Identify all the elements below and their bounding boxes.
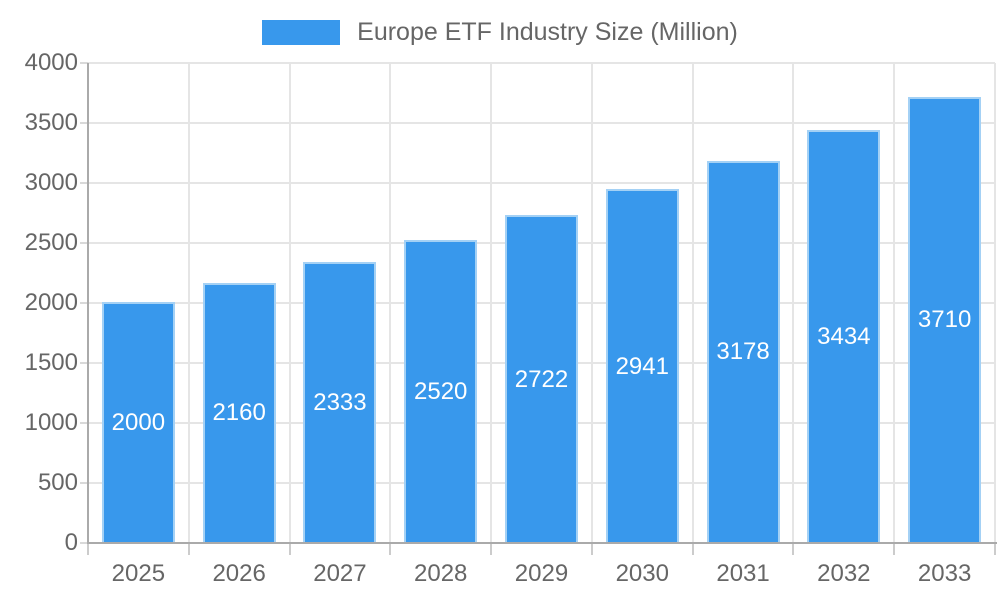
y-tick-label: 2500	[24, 229, 78, 256]
y-tick-mark	[80, 302, 88, 304]
gridline-v	[691, 63, 694, 543]
y-tick-label: 3500	[24, 109, 78, 136]
gridline-v	[994, 63, 996, 543]
bar[interactable]: 2941	[605, 189, 679, 542]
bar[interactable]: 3434	[807, 129, 881, 542]
y-tick-label: 500	[37, 469, 78, 496]
bar-value-label: 3178	[716, 338, 770, 366]
x-tick-label: 2029	[514, 560, 569, 587]
gridline-v	[490, 63, 493, 543]
bar-value-label: 3710	[917, 306, 972, 334]
gridline-h	[88, 122, 995, 124]
bar[interactable]: 2722	[505, 215, 578, 542]
y-axis-line	[87, 63, 89, 543]
x-tick-mark	[994, 543, 996, 555]
x-tick-label: 2027	[313, 560, 367, 587]
gridline-v	[187, 63, 190, 543]
bar-value-label: 2333	[313, 389, 367, 416]
bar-value-label: 3434	[817, 322, 871, 350]
y-tick-mark	[80, 242, 88, 244]
gridline-v	[792, 63, 795, 543]
y-tick-mark	[80, 182, 88, 184]
gridline-v	[590, 63, 593, 543]
gridline-v	[893, 63, 896, 543]
y-tick-label: 0	[64, 529, 78, 556]
x-tick-label: 2033	[917, 560, 972, 587]
x-tick-mark	[389, 543, 392, 555]
x-tick-label: 2031	[716, 560, 770, 587]
x-tick-label: 2025	[111, 560, 166, 587]
y-tick-mark	[80, 422, 88, 424]
x-tick-mark	[288, 543, 291, 555]
bar-value-label: 2941	[615, 352, 669, 380]
x-tick-mark	[691, 543, 694, 555]
bar-value-label: 2722	[514, 365, 569, 393]
x-axis-line	[87, 542, 997, 544]
gridline-v	[288, 63, 291, 543]
bar[interactable]: 2000	[101, 302, 175, 542]
bar[interactable]: 2520	[404, 239, 478, 542]
y-tick-label: 2000	[24, 289, 78, 316]
bar[interactable]: 3178	[706, 160, 780, 542]
y-tick-label: 1000	[24, 409, 78, 436]
gridline-v	[389, 63, 392, 543]
x-tick-label: 2032	[817, 560, 871, 587]
y-tick-mark	[80, 122, 88, 124]
y-tick-mark	[80, 482, 88, 484]
x-tick-mark	[490, 543, 493, 555]
x-tick-mark	[590, 543, 593, 555]
x-tick-mark	[792, 543, 795, 555]
legend-label: Europe ETF Industry Size (Million)	[357, 18, 738, 46]
x-tick-mark	[187, 543, 190, 555]
bar[interactable]: 2333	[303, 262, 377, 542]
x-tick-label: 2030	[615, 560, 669, 587]
x-tick-mark	[87, 543, 89, 555]
x-tick-label: 2026	[212, 560, 266, 587]
y-tick-label: 1500	[24, 349, 78, 376]
bar-value-label: 2160	[212, 399, 266, 427]
x-tick-mark	[893, 543, 896, 555]
bar-value-label: 2520	[414, 377, 468, 405]
y-tick-mark	[80, 362, 88, 364]
chart-legend[interactable]: Europe ETF Industry Size (Million)	[0, 18, 1000, 47]
y-tick-mark	[80, 62, 88, 64]
legend-swatch	[262, 20, 341, 45]
gridline-h	[88, 62, 995, 64]
gridline-h	[88, 182, 995, 184]
y-tick-mark	[80, 542, 88, 544]
y-tick-label: 4000	[24, 49, 78, 76]
bar[interactable]: 2160	[202, 282, 276, 542]
x-tick-label: 2028	[414, 560, 468, 587]
bar[interactable]: 3710	[908, 96, 982, 542]
y-tick-label: 3000	[24, 169, 78, 196]
bar-value-label: 2000	[111, 409, 166, 436]
